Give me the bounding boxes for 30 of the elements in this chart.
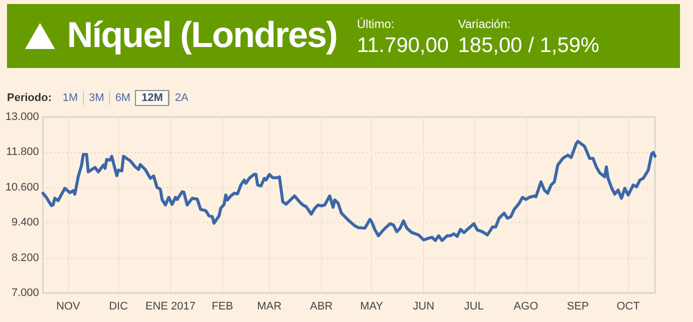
text: 11.790,00: [357, 34, 449, 58]
x-tick-label: MAR: [257, 300, 282, 312]
y-tick-label: 13.000: [5, 111, 39, 123]
x-tick-label: JUN: [412, 300, 434, 312]
y-tick-label: 8.200: [11, 252, 39, 264]
x-tick-label: FEB: [212, 300, 234, 312]
x-tick-label: ENE 2017: [145, 300, 196, 312]
x-tick-label: JUL: [464, 300, 484, 312]
text: 1M: [62, 91, 79, 105]
y-tick-label: 7.000: [11, 287, 39, 299]
x-tick-label: SEP: [566, 300, 589, 312]
chart-title: Níquel (Londres): [67, 14, 337, 56]
text: 185,00 / 1,59%: [458, 34, 600, 58]
text: 6M: [109, 91, 136, 105]
y-tick-label: 10.600: [5, 181, 39, 194]
y-tick-label: 9.400: [11, 216, 39, 229]
text: 3M: [82, 91, 110, 105]
text: 2A: [168, 91, 194, 105]
text: 12M: [135, 90, 169, 106]
line-series: [42, 140, 656, 242]
text: Periodo:: [7, 92, 52, 104]
x-tick-label: OCT: [616, 300, 640, 312]
x-tick-label: MAY: [360, 300, 384, 312]
x-tick-label: NOV: [56, 300, 81, 312]
x-tick-label: AGO: [514, 300, 539, 312]
text: Variación:: [458, 17, 510, 31]
y-tick-label: 11.800: [6, 146, 39, 158]
x-tick-label: DIC: [108, 300, 128, 312]
text: Último:: [357, 17, 394, 31]
x-tick-label: ABR: [310, 300, 333, 312]
